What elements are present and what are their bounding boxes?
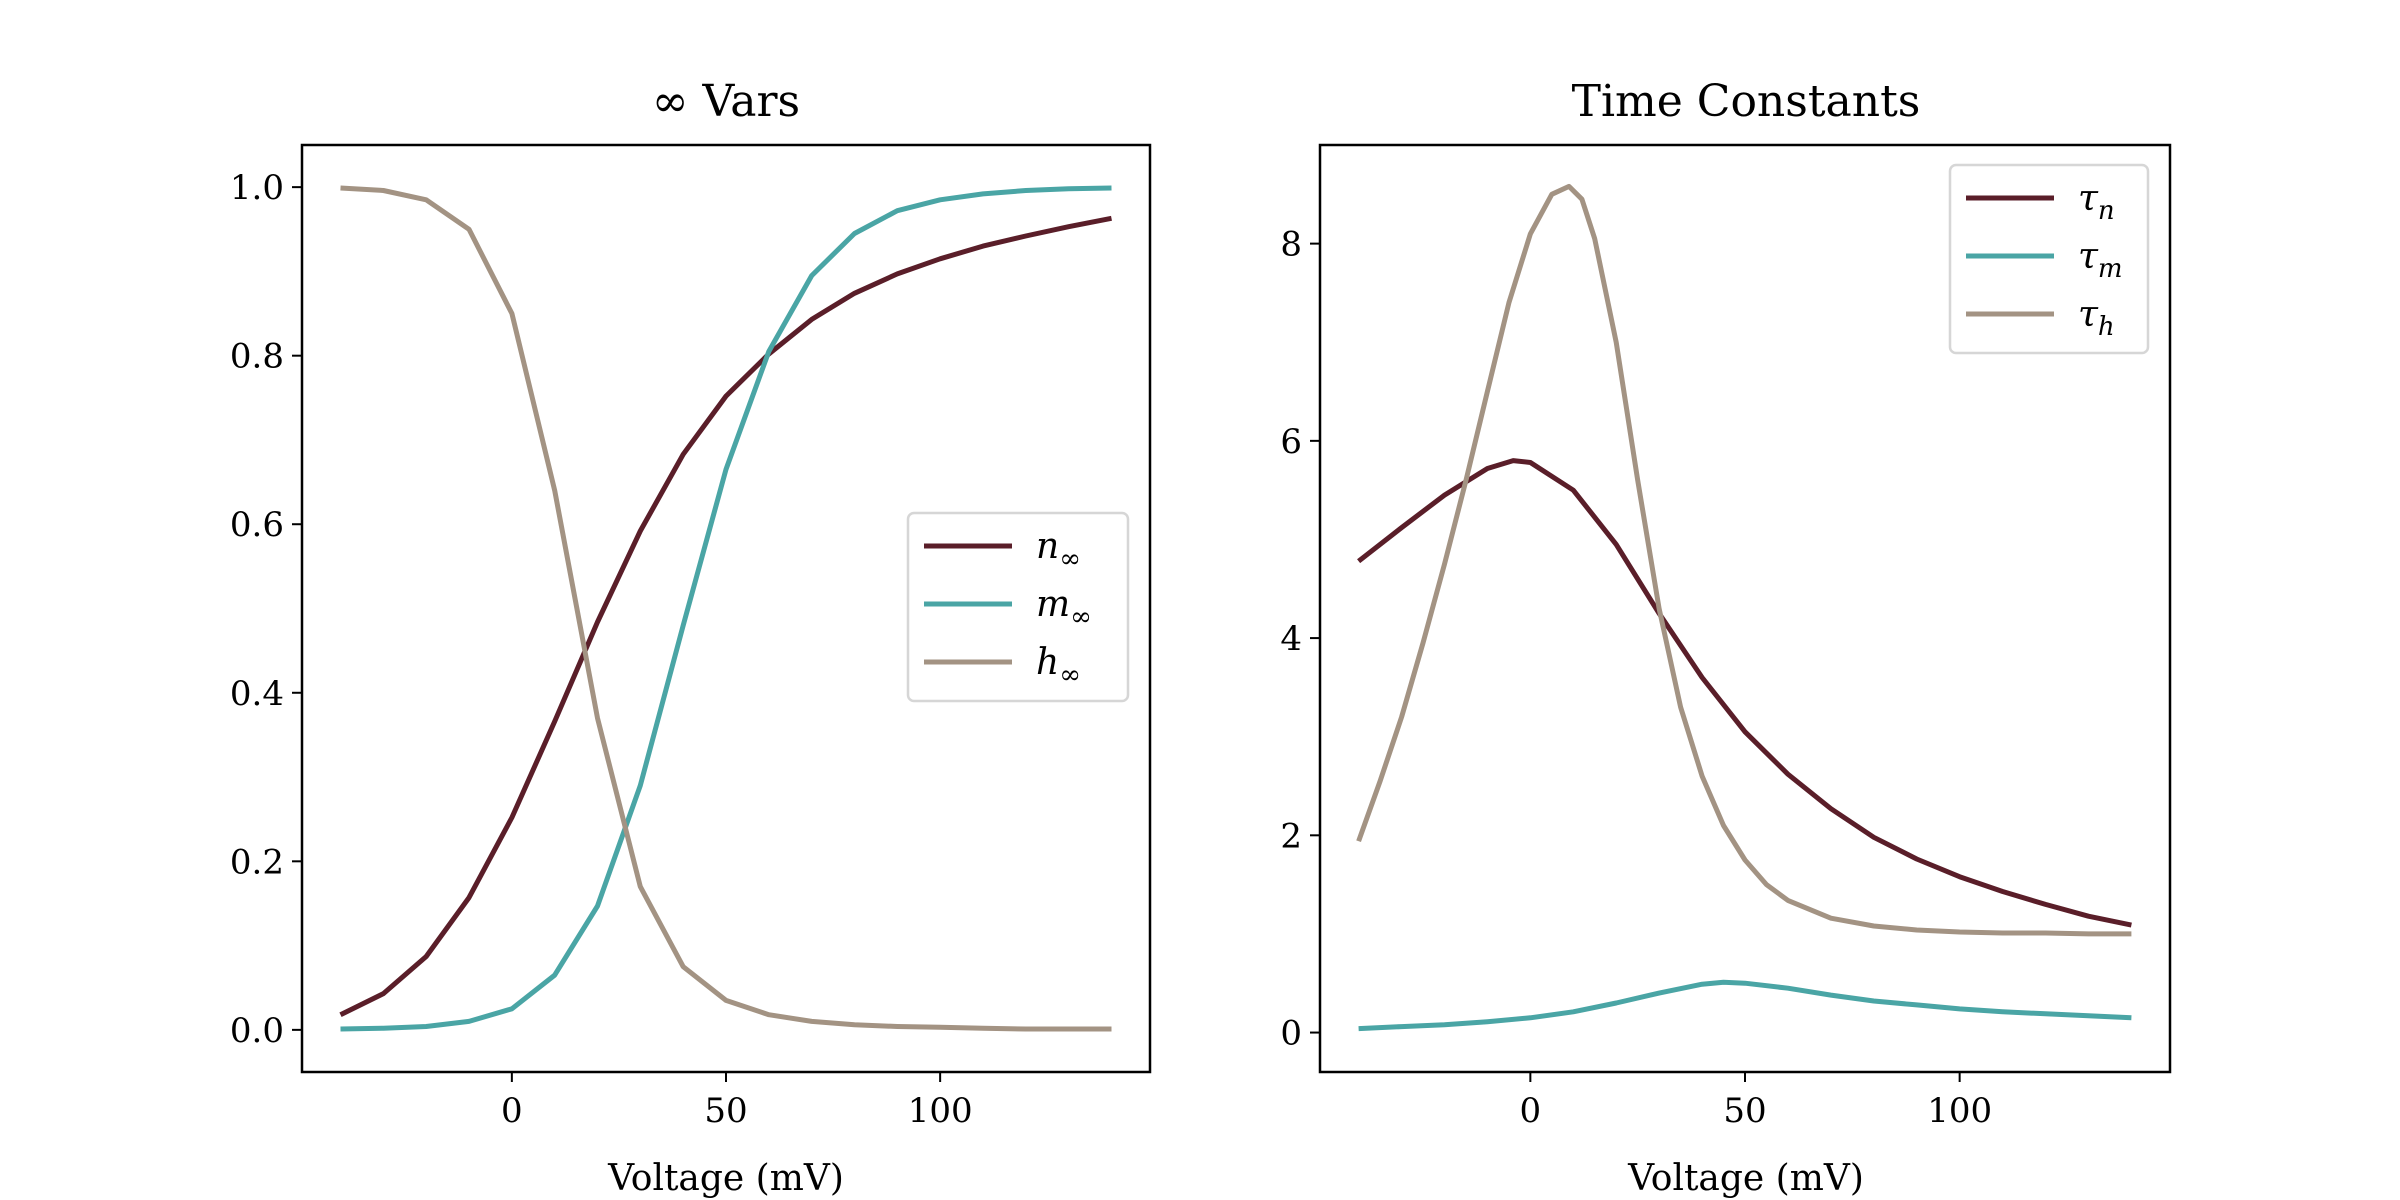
legend-box: [906, 511, 1130, 703]
legend-label-m: τm: [2078, 236, 2123, 284]
legend-label-n: n∞: [1036, 526, 1081, 574]
x-tick-label: 0: [1520, 1091, 1542, 1131]
series-line-m: [340, 185, 1112, 1032]
y-tick-label: 0.4: [230, 674, 284, 714]
legend-label-m: m∞: [1036, 584, 1092, 632]
x-axis-label: Voltage (mV): [607, 1158, 844, 1199]
x-tick-label: 0: [501, 1091, 523, 1131]
legend-label-h: τh: [2078, 294, 2115, 342]
legend-label-h: h∞: [1036, 642, 1081, 690]
x-tick-label: 100: [1927, 1091, 1992, 1131]
legend: τn τm τh: [1948, 163, 2150, 355]
y-tick-label: 8: [1280, 225, 1302, 265]
series-line-n: [339, 215, 1112, 1017]
y-tick-label: 0.0: [230, 1011, 284, 1051]
legend-box: [1948, 163, 2150, 355]
y-tick-label: 0: [1280, 1014, 1302, 1054]
chart-title: ∞ Vars: [652, 76, 800, 127]
x-tick-label: 50: [1723, 1091, 1766, 1131]
x-axis-label: Voltage (mV): [1627, 1158, 1864, 1199]
series-line-m: [1358, 979, 2132, 1032]
x-tick-label: 100: [908, 1091, 973, 1131]
legend-label-n: τn: [2078, 178, 2115, 226]
y-tick-label: 6: [1280, 422, 1302, 462]
infinity-vars-panel: ∞ Vars Voltage (mV) 0 50 100 0.0 0.2 0.4 0.6 0.…: [230, 76, 1152, 1199]
legend: n∞ m∞ h∞: [906, 511, 1130, 703]
series-line-n: [1357, 458, 2132, 928]
y-tick-label: 0.6: [230, 505, 284, 545]
x-tick-label: 50: [704, 1091, 747, 1131]
chart-title: Time Constants: [1572, 76, 1921, 127]
y-tick-label: 0.8: [230, 337, 284, 377]
y-tick-label: 2: [1280, 816, 1302, 856]
y-tick-label: 4: [1280, 619, 1302, 659]
series-line-h: [340, 185, 1112, 1032]
y-tick-label: 1.0: [230, 168, 284, 208]
series-line-h: [1356, 183, 2132, 937]
time-constants-panel: Time Constants Voltage (mV) 0 50 100 0 2 4 6 8 τ…: [1280, 76, 2172, 1199]
plot-area: [1356, 183, 2132, 1032]
y-tick-label: 0.2: [230, 842, 284, 882]
plot-area: [339, 185, 1112, 1032]
